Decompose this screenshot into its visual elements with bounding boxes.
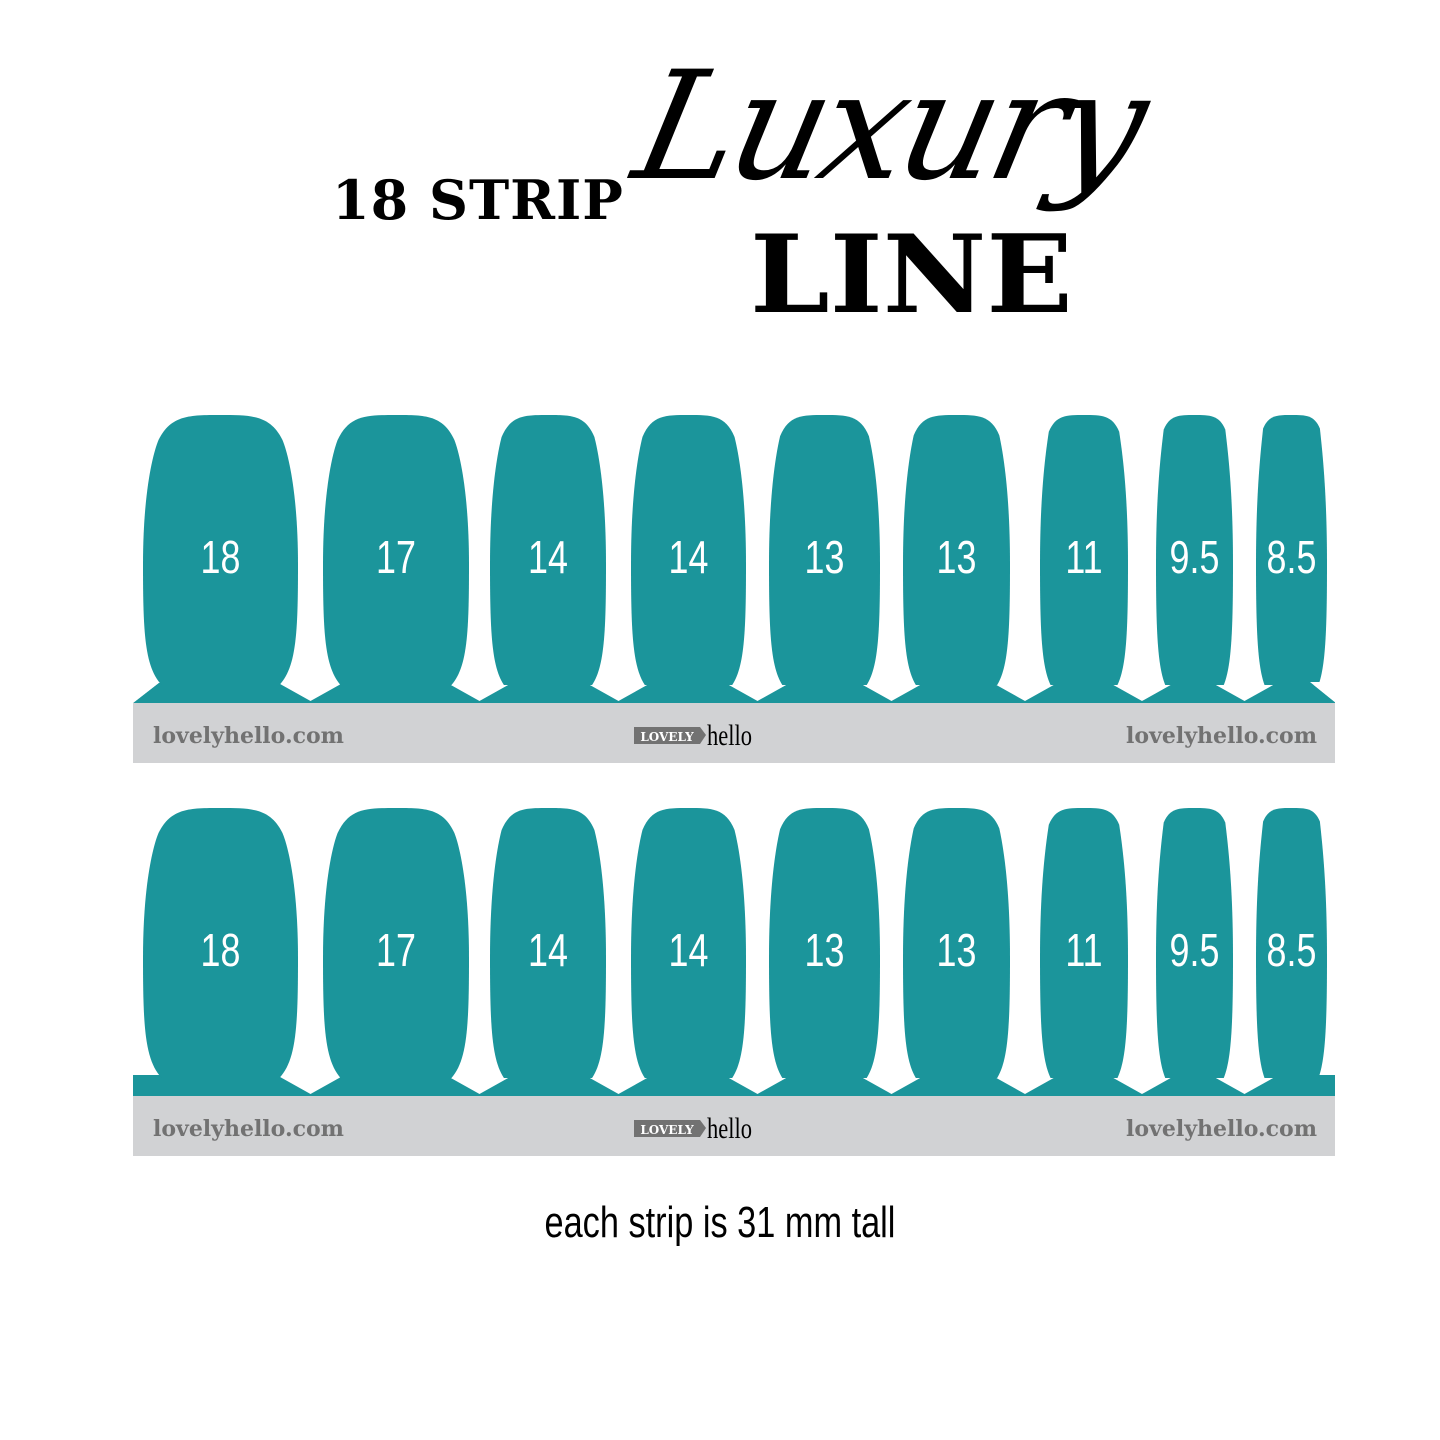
nail-size-label: 11: [1065, 532, 1102, 583]
strip-notch: [857, 682, 926, 701]
nail-shape: [323, 808, 469, 1078]
strip-notch: [133, 682, 160, 703]
title-prefix: 18 STRIP: [332, 168, 624, 232]
nail-shape: [1156, 415, 1233, 685]
svg-text:hello: hello: [707, 718, 752, 752]
nail-shape: [143, 808, 298, 1078]
nail-shape: [903, 808, 1010, 1078]
nail-size-label: 9.5: [1170, 925, 1220, 976]
strip-notch: [584, 682, 653, 701]
strip-notch: [1210, 682, 1279, 701]
nail-size-label: 17: [376, 532, 416, 583]
nail-size-label: 13: [937, 925, 977, 976]
band-url-right: lovelyhello.com: [1126, 723, 1317, 749]
nail-size-label: 14: [669, 532, 709, 583]
footer-note: each strip is 31 mm tall: [0, 1198, 1440, 1248]
strip-notch: [1108, 682, 1176, 701]
strip-notch: [445, 682, 514, 701]
nail-shape: [1256, 415, 1327, 685]
strip-notch: [445, 1075, 514, 1094]
nail-size-label: 13: [805, 532, 845, 583]
footer-text: each strip is 31 mm tall: [544, 1198, 896, 1247]
nail-shape: [631, 808, 746, 1078]
strip-notch: [584, 1075, 653, 1094]
band-url-left: lovelyhello.com: [153, 1116, 344, 1142]
nail-shape: [1040, 415, 1128, 685]
nail-size-label: 14: [528, 925, 568, 976]
strip-notch: [1310, 682, 1336, 703]
nail-shape: [490, 415, 606, 685]
strip-notch: [1210, 1075, 1279, 1094]
strip-notch: [991, 682, 1059, 701]
svg-text:LOVELY: LOVELY: [640, 1123, 694, 1137]
svg-text:hello: hello: [707, 1111, 752, 1145]
brand-logo: LOVELY hello: [634, 718, 752, 752]
strip-notch: [723, 1075, 792, 1094]
nail-size-label: 13: [805, 925, 845, 976]
brand-logo: LOVELY hello: [634, 1111, 752, 1145]
strip-notch: [991, 1075, 1059, 1094]
nail-size-label: 11: [1065, 925, 1102, 976]
nail-shape: [769, 808, 880, 1078]
strip-notch: [857, 1075, 926, 1094]
nail-size-label: 18: [201, 532, 241, 583]
title-main: LINE: [750, 212, 1073, 338]
nail-shape: [903, 415, 1010, 685]
nail-shape: [769, 415, 880, 685]
strip-label-band: [133, 1096, 1335, 1156]
nail-shape: [323, 415, 469, 685]
nail-size-label: 9.5: [1170, 532, 1220, 583]
strip-notch: [723, 682, 792, 701]
strip-notch: [1108, 1075, 1176, 1094]
nail-shape: [1256, 808, 1327, 1078]
band-url-right: lovelyhello.com: [1126, 1116, 1317, 1142]
nail-size-label: 17: [376, 925, 416, 976]
strip-notch: [276, 682, 345, 701]
nail-shape: [490, 808, 606, 1078]
nail-size-label: 14: [528, 532, 568, 583]
nail-size-label: 8.5: [1267, 532, 1317, 583]
band-url-left: lovelyhello.com: [153, 723, 344, 749]
strip: 18 17 14 14 13 13 11 9.5 8.5 lovelyhello.com lovel…: [133, 415, 1336, 763]
strip-notch: [276, 1075, 345, 1094]
svg-text:LOVELY: LOVELY: [640, 730, 694, 744]
strip: 18 17 14 14 13 13 11 9.5 8.5 lovelyhello.com lovel…: [133, 682, 1336, 1156]
nail-shape: [143, 415, 298, 685]
nail-size-label: 13: [937, 532, 977, 583]
nail-shape: [1156, 808, 1233, 1078]
nail-size-label: 14: [669, 925, 709, 976]
nail-shape: [1040, 808, 1128, 1078]
nail-shape: [631, 415, 746, 685]
nail-size-label: 18: [201, 925, 241, 976]
strip-label-band: [133, 703, 1335, 763]
nail-size-label: 8.5: [1267, 925, 1317, 976]
